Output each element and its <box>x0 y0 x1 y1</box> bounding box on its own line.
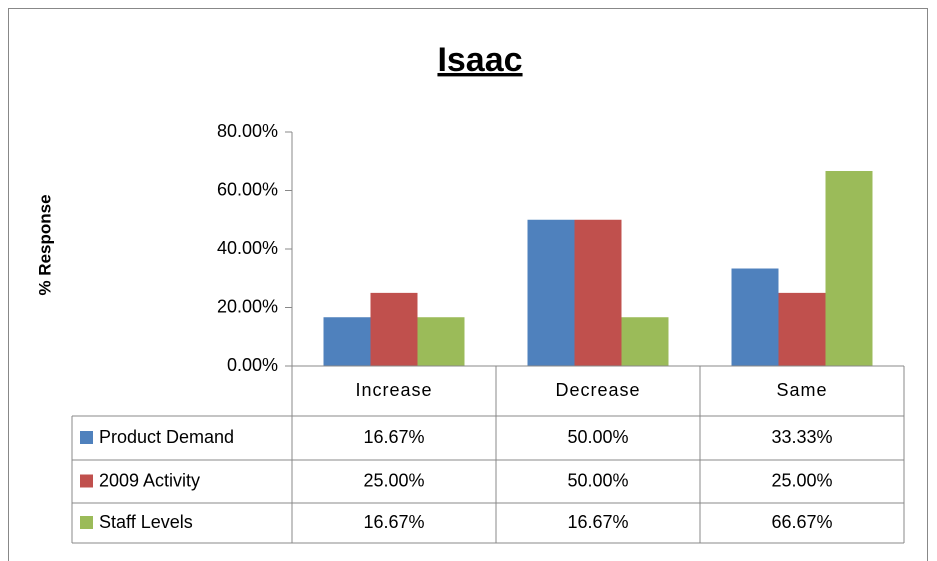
chart-border <box>8 8 928 561</box>
table-value: 25.00% <box>363 470 424 490</box>
bar <box>370 292 418 366</box>
bar <box>527 219 575 366</box>
legend-label: 2009 Activity <box>99 470 200 490</box>
bar <box>417 317 465 366</box>
y-tick-label: 60.00% <box>217 179 278 199</box>
y-axis-label: % Response <box>35 194 54 295</box>
x-tick-label: Same <box>776 380 827 400</box>
table-value: 16.67% <box>567 512 628 532</box>
bar <box>731 268 779 366</box>
bar <box>778 292 826 366</box>
legend-label: Product Demand <box>99 427 234 447</box>
x-tick-label: Decrease <box>555 380 640 400</box>
legend-key <box>80 474 93 488</box>
table-value: 50.00% <box>567 470 628 490</box>
bar <box>323 317 371 366</box>
chart-title: Isaac <box>437 41 522 79</box>
bar <box>621 317 669 366</box>
y-tick-label: 0.00% <box>227 355 278 375</box>
legend-key <box>80 431 93 444</box>
y-tick-label: 80.00% <box>217 121 278 141</box>
x-tick-label: Increase <box>355 380 432 400</box>
y-tick-label: 40.00% <box>217 238 278 258</box>
table-value: 66.67% <box>771 512 832 532</box>
table-value: 33.33% <box>771 427 832 447</box>
legend-key <box>80 516 93 529</box>
table-value: 50.00% <box>567 427 628 447</box>
legend-label: Staff Levels <box>99 512 193 532</box>
bar <box>574 219 622 366</box>
table-value: 25.00% <box>771 470 832 490</box>
y-tick-label: 20.00% <box>217 296 278 316</box>
table-value: 16.67% <box>363 427 424 447</box>
bar <box>825 170 873 366</box>
table-value: 16.67% <box>363 512 424 532</box>
